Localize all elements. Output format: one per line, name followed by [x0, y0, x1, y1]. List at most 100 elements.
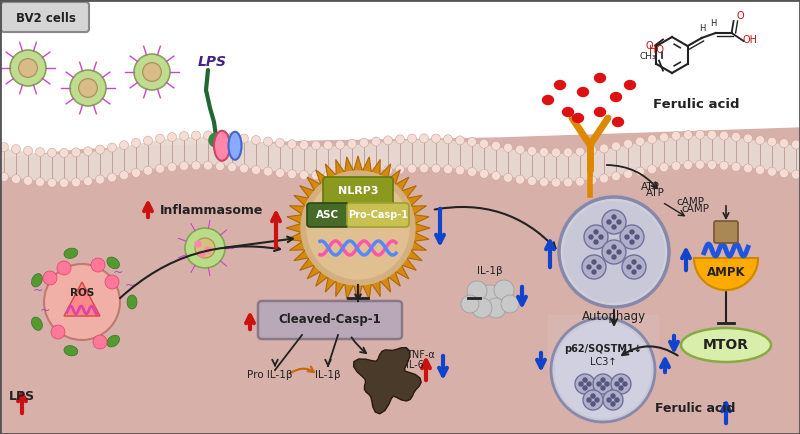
Circle shape	[659, 133, 669, 142]
Circle shape	[503, 143, 513, 152]
Text: Cleaved-Casp-1: Cleaved-Casp-1	[278, 313, 382, 326]
Circle shape	[707, 130, 717, 139]
Circle shape	[743, 134, 753, 143]
Circle shape	[395, 135, 405, 144]
Circle shape	[583, 390, 603, 410]
Circle shape	[779, 169, 789, 178]
Circle shape	[479, 139, 489, 148]
Circle shape	[779, 139, 789, 148]
Ellipse shape	[554, 80, 566, 89]
Circle shape	[371, 137, 381, 146]
Circle shape	[587, 265, 591, 269]
Circle shape	[719, 161, 729, 170]
Circle shape	[407, 134, 417, 143]
Circle shape	[619, 386, 623, 390]
Circle shape	[602, 210, 626, 234]
Circle shape	[323, 141, 333, 150]
Ellipse shape	[625, 80, 635, 89]
Text: TNF-α: TNF-α	[406, 350, 434, 360]
Circle shape	[503, 173, 513, 182]
Polygon shape	[286, 156, 430, 300]
Circle shape	[625, 235, 629, 239]
Circle shape	[155, 164, 165, 173]
Text: AMPK: AMPK	[706, 266, 746, 279]
Circle shape	[587, 398, 591, 402]
Ellipse shape	[578, 88, 589, 96]
Ellipse shape	[229, 132, 242, 160]
Circle shape	[491, 171, 501, 180]
Circle shape	[472, 298, 492, 318]
Circle shape	[591, 402, 595, 406]
Circle shape	[591, 394, 595, 398]
Text: IL-1β: IL-1β	[315, 370, 341, 380]
Circle shape	[78, 79, 98, 97]
Circle shape	[251, 135, 261, 145]
Circle shape	[611, 394, 615, 398]
Circle shape	[91, 258, 105, 272]
Circle shape	[582, 255, 606, 279]
Circle shape	[527, 177, 537, 186]
Text: LC3↑: LC3↑	[590, 357, 616, 367]
Text: IL-6: IL-6	[406, 360, 424, 370]
Circle shape	[583, 378, 587, 382]
Circle shape	[555, 322, 651, 418]
Circle shape	[479, 285, 501, 307]
Circle shape	[683, 131, 693, 139]
Circle shape	[467, 168, 477, 177]
Circle shape	[564, 202, 664, 302]
Text: ~: ~	[40, 303, 50, 316]
Circle shape	[215, 161, 225, 171]
Circle shape	[299, 141, 309, 149]
Text: O: O	[737, 11, 745, 21]
Text: cAMP: cAMP	[676, 197, 704, 207]
Circle shape	[119, 171, 129, 180]
Circle shape	[632, 260, 636, 264]
Circle shape	[179, 132, 189, 141]
Circle shape	[611, 142, 621, 151]
Circle shape	[579, 382, 583, 386]
Circle shape	[83, 147, 93, 156]
Polygon shape	[354, 348, 421, 414]
Text: p62/SQSTM1↓: p62/SQSTM1↓	[564, 344, 642, 354]
Circle shape	[23, 176, 33, 185]
Circle shape	[599, 144, 609, 153]
Circle shape	[589, 235, 593, 239]
Circle shape	[587, 176, 597, 185]
Circle shape	[659, 163, 669, 172]
Circle shape	[671, 161, 681, 171]
Circle shape	[627, 265, 631, 269]
FancyBboxPatch shape	[714, 221, 738, 243]
Circle shape	[594, 230, 598, 234]
Ellipse shape	[573, 114, 583, 122]
Circle shape	[227, 133, 237, 141]
Ellipse shape	[64, 345, 78, 356]
Text: LPS: LPS	[198, 55, 226, 69]
Circle shape	[275, 138, 285, 148]
Circle shape	[35, 178, 45, 187]
Circle shape	[622, 255, 646, 279]
Circle shape	[142, 62, 162, 81]
Circle shape	[263, 137, 273, 146]
Circle shape	[623, 169, 633, 178]
Circle shape	[359, 138, 369, 147]
Ellipse shape	[594, 108, 606, 116]
Circle shape	[18, 59, 38, 77]
Circle shape	[10, 50, 46, 86]
Circle shape	[11, 145, 21, 154]
Circle shape	[623, 139, 633, 148]
Circle shape	[323, 171, 333, 180]
Circle shape	[301, 171, 415, 285]
Circle shape	[383, 136, 393, 145]
Circle shape	[107, 143, 117, 152]
Circle shape	[551, 178, 561, 187]
Circle shape	[612, 255, 616, 259]
Ellipse shape	[107, 335, 119, 347]
Circle shape	[635, 167, 645, 176]
Circle shape	[594, 240, 598, 244]
Circle shape	[603, 390, 623, 410]
Text: H: H	[710, 19, 717, 28]
Text: ATP: ATP	[646, 188, 665, 198]
Circle shape	[195, 238, 215, 258]
Circle shape	[395, 165, 405, 174]
Circle shape	[43, 271, 57, 285]
